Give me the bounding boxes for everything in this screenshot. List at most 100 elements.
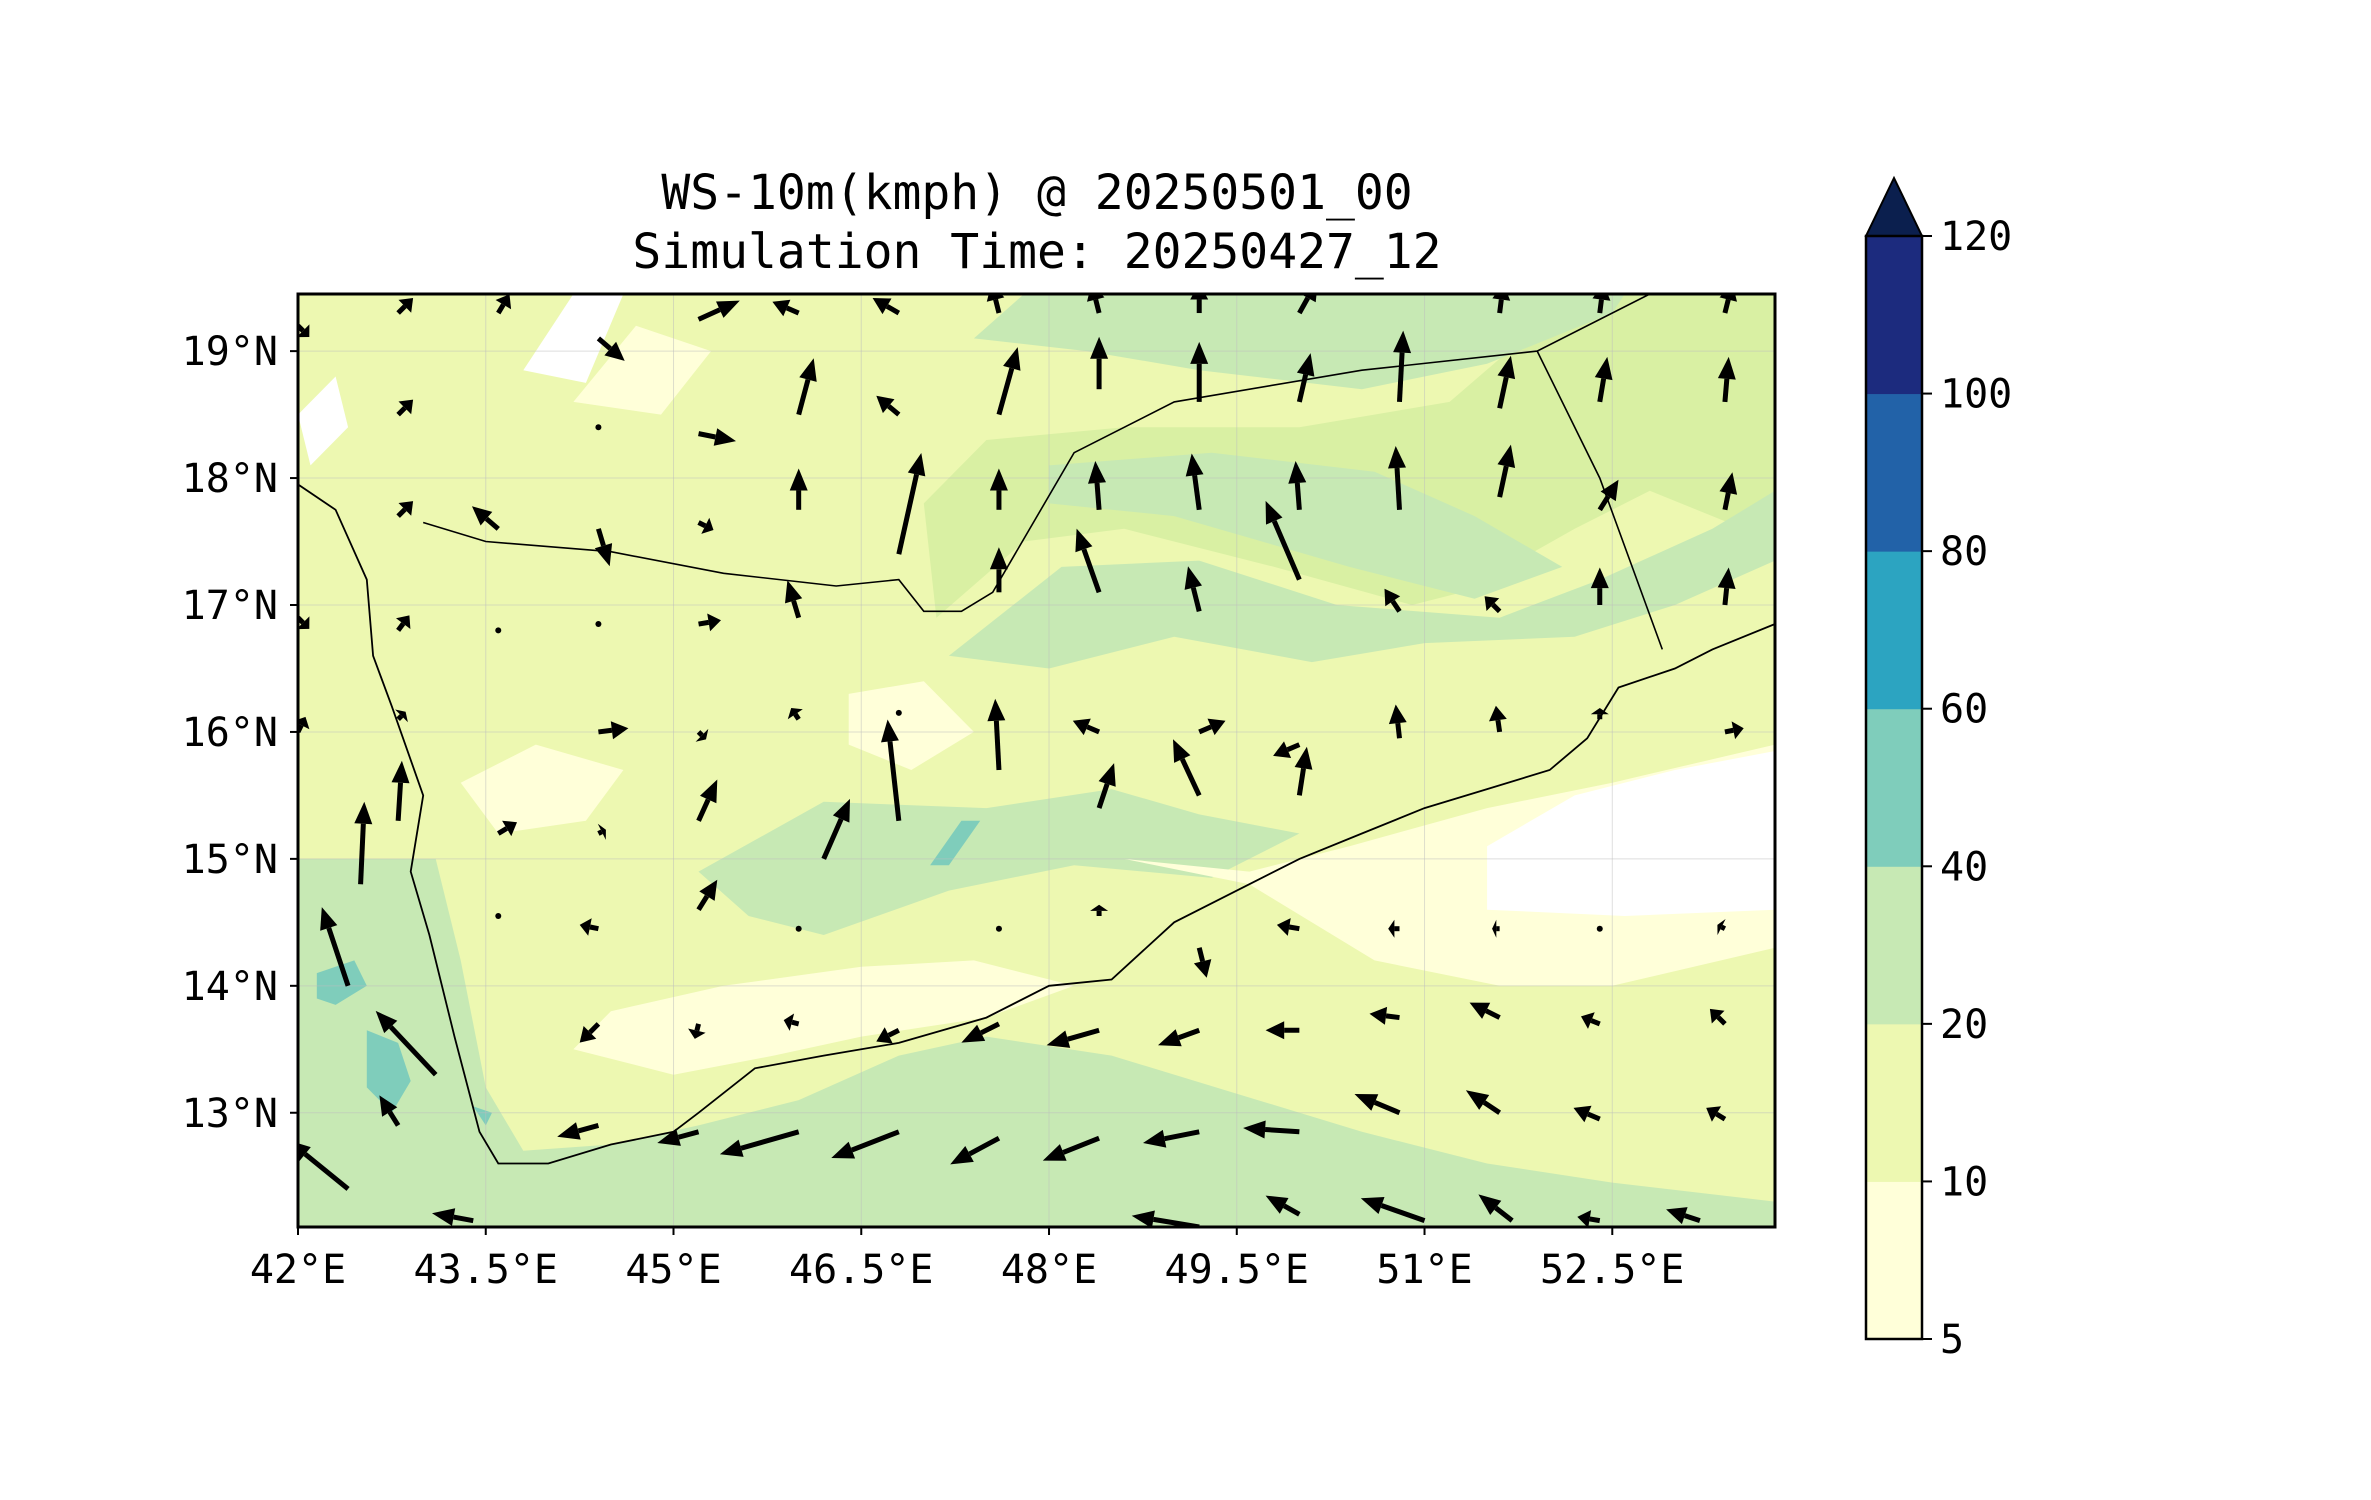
wind-vector-head bbox=[1190, 294, 1209, 300]
wind-vector-shaft bbox=[589, 924, 599, 932]
wind-vector-head bbox=[1042, 1144, 1067, 1161]
wind-vector-shaft bbox=[1286, 742, 1301, 752]
wind-vector-head bbox=[1294, 746, 1313, 770]
wind-vector-shaft bbox=[1288, 924, 1300, 932]
wind-vector-shaft bbox=[596, 336, 612, 351]
wind-zone bbox=[573, 325, 712, 415]
wind-vector bbox=[495, 294, 512, 315]
wind-vector bbox=[989, 468, 1008, 510]
wind-zone bbox=[523, 294, 624, 383]
wind-vector-shaft bbox=[740, 1129, 800, 1151]
wind-vector-head bbox=[1590, 708, 1609, 715]
wind-vector-head bbox=[699, 879, 718, 901]
wind-vector-shaft bbox=[1597, 494, 1611, 512]
wind-vector-shaft bbox=[396, 622, 406, 632]
wind-vector-shaft bbox=[1196, 947, 1206, 962]
longitude-tick-label: 42°E bbox=[250, 1247, 346, 1293]
wind-vector-shaft bbox=[1597, 299, 1604, 314]
wind-vector-head bbox=[1300, 294, 1317, 303]
wind-vector-shaft bbox=[1722, 298, 1731, 314]
wind-vector-shaft bbox=[996, 367, 1015, 416]
wind-vector bbox=[391, 760, 410, 821]
wind-vector bbox=[1393, 330, 1412, 403]
wind-vector-shaft bbox=[1093, 298, 1102, 314]
coastline bbox=[298, 483, 1775, 1165]
wind-vector-head bbox=[831, 1141, 856, 1159]
wind-vector bbox=[831, 1129, 900, 1159]
wind-vector-head bbox=[398, 501, 414, 516]
wind-vector-head bbox=[396, 615, 411, 629]
wind-vector-head bbox=[1489, 705, 1507, 722]
wind-vector-shaft bbox=[697, 520, 707, 529]
wind-vector-shaft bbox=[896, 473, 919, 555]
wind-vector-shaft bbox=[326, 927, 351, 987]
wind-vector-head bbox=[876, 395, 895, 414]
wind-vector-shaft bbox=[358, 823, 366, 885]
wind-vector bbox=[379, 1095, 401, 1127]
wind-vector-shaft bbox=[496, 826, 508, 836]
wind-vector-head bbox=[398, 399, 414, 415]
colorbar-tick-label: 40 bbox=[1940, 844, 1988, 890]
wind-vector-shaft bbox=[993, 720, 1002, 771]
wind-vector bbox=[876, 1027, 900, 1044]
wind-vector-head bbox=[989, 547, 1008, 570]
colorbar-tick-label: 5 bbox=[1940, 1317, 1964, 1363]
wind-vector-shaft bbox=[1586, 1111, 1601, 1122]
wind-vector bbox=[594, 528, 613, 567]
wind-vector bbox=[789, 468, 808, 510]
wind-vector-head bbox=[432, 1208, 456, 1226]
colorbar-segment bbox=[1866, 551, 1922, 710]
wind-vector-head bbox=[375, 1010, 398, 1034]
wind-vector-head bbox=[1393, 330, 1412, 354]
wind-vector bbox=[785, 580, 803, 619]
wind-vector-head bbox=[1075, 528, 1093, 553]
wind-vector bbox=[1173, 739, 1202, 797]
wind-vector bbox=[1597, 479, 1619, 512]
colorbar-segment bbox=[1866, 393, 1922, 552]
wind-vector bbox=[579, 1022, 601, 1043]
wind-vector-head bbox=[391, 760, 410, 784]
wind-vector-shaft bbox=[698, 431, 716, 440]
wind-vector-shaft bbox=[1724, 727, 1734, 735]
wind-vector-head bbox=[1185, 453, 1204, 477]
longitude-tick-label: 49.5°E bbox=[1165, 1247, 1310, 1293]
wind-vector-head bbox=[987, 698, 1006, 722]
wind-vector-shaft bbox=[696, 798, 711, 822]
wind-vector-shaft bbox=[1395, 722, 1402, 739]
wind-vector-shaft bbox=[1094, 482, 1102, 510]
wind-vector-shaft bbox=[821, 818, 844, 860]
wind-vector-head bbox=[395, 709, 408, 723]
wind-vector-head bbox=[1158, 1029, 1182, 1047]
wind-vector bbox=[872, 298, 901, 316]
wind-vector-head bbox=[1706, 1106, 1722, 1122]
map-title-line2: Simulation Time: 20250427_12 bbox=[632, 224, 1441, 280]
wind-vector-head bbox=[1717, 356, 1736, 380]
oman-border bbox=[1536, 350, 1664, 650]
wind-zone bbox=[973, 294, 1625, 390]
wind-zone bbox=[366, 1030, 411, 1113]
wind-vector bbox=[1465, 1090, 1502, 1115]
wind-vector-shaft bbox=[484, 516, 500, 531]
wind-vector bbox=[472, 506, 500, 531]
wind-vector bbox=[1046, 1027, 1100, 1048]
wind-vector-shaft bbox=[796, 378, 811, 416]
wind-vector-head bbox=[700, 779, 718, 804]
wind-vector-shaft bbox=[968, 1135, 1001, 1157]
wind-vector bbox=[695, 728, 709, 742]
wind-vector-head bbox=[502, 820, 517, 837]
wind-vector-shaft bbox=[453, 1214, 474, 1224]
wind-vector-head bbox=[1354, 1094, 1379, 1111]
wind-vector bbox=[1581, 1012, 1601, 1029]
wind-vector bbox=[1090, 904, 1109, 916]
wind-vector-shaft bbox=[1067, 1027, 1100, 1042]
wind-vector-shaft bbox=[1589, 1216, 1601, 1224]
wind-vector-head bbox=[579, 918, 592, 936]
wind-vector-shaft bbox=[1394, 467, 1402, 510]
wind-vector-shaft bbox=[1190, 587, 1202, 612]
wind-vector-shaft bbox=[1497, 465, 1509, 498]
wind-vector-head bbox=[1384, 588, 1401, 607]
wind-vector bbox=[496, 820, 517, 837]
colorbar-tick-label: 10 bbox=[1940, 1159, 1988, 1205]
wind-vector bbox=[1354, 1094, 1401, 1116]
wind-vector-shaft bbox=[597, 829, 603, 836]
